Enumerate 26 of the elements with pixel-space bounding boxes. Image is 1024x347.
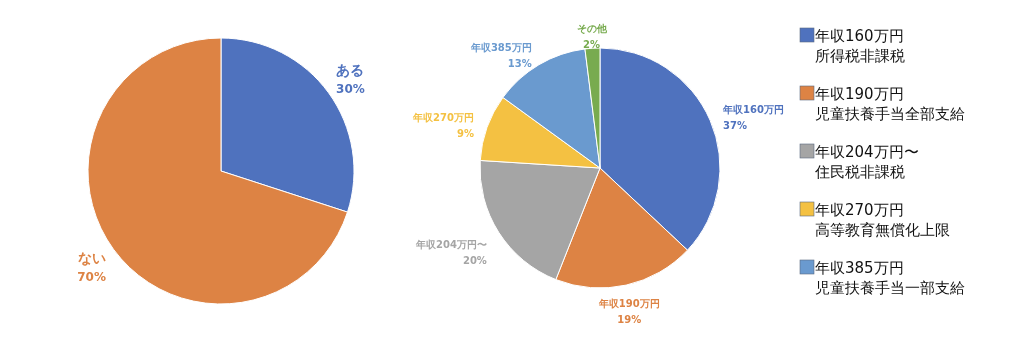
text: 住民税非課税 — [815, 163, 905, 181]
legend-label: 年収204万円〜 — [815, 143, 919, 161]
slice-label: 年収160万円 — [721, 103, 784, 115]
legend-label: 年収160万円 — [815, 27, 904, 45]
text: 所得税非課税 — [815, 47, 905, 65]
data-label: 9% — [456, 127, 474, 139]
data-label: 30% — [336, 81, 365, 96]
slice-label: 年収270万円 — [412, 111, 474, 123]
slice-label: ない — [77, 250, 106, 267]
legend-label: 年収190万円 — [815, 85, 904, 103]
text: 児童扶養手当一部支給 — [815, 279, 965, 297]
slice-label: 年収385万円 — [469, 41, 532, 53]
slice-label: 年収190万円 — [597, 297, 660, 309]
data-label: 2% — [583, 39, 601, 51]
text: 高等教育無償化上限 — [815, 221, 950, 239]
slice-label: ある — [336, 61, 365, 78]
data-label: 70% — [77, 270, 106, 285]
slice-label: 年収204万円〜 — [414, 238, 487, 250]
legend-label: 年収270万円 — [815, 201, 904, 219]
text: 児童扶養手当全部支給 — [815, 105, 965, 123]
slice-label: その他 — [576, 23, 608, 35]
data-label: 19% — [617, 313, 642, 325]
data-label: 37% — [722, 119, 747, 131]
data-label: 20% — [462, 254, 487, 266]
data-label: 13% — [507, 57, 532, 69]
legend-label: 年収385万円 — [815, 259, 904, 277]
